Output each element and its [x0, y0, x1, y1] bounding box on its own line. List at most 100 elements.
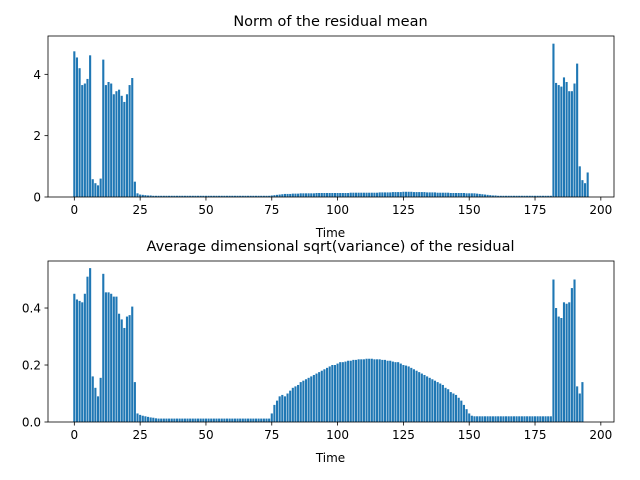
chart-residual-sqrt-variance: Average dimensional sqrt(variance) of th…: [22, 239, 615, 465]
x-tick-label: 150: [458, 203, 481, 217]
bar: [341, 362, 344, 422]
bar: [241, 418, 244, 422]
bar: [473, 416, 476, 422]
bar: [315, 373, 318, 422]
bar: [418, 192, 421, 197]
bar: [312, 374, 315, 422]
bar-series: [73, 43, 589, 197]
bar: [302, 193, 305, 197]
bar: [323, 369, 326, 422]
bar: [404, 191, 408, 197]
bar: [136, 193, 139, 197]
bar: [257, 195, 260, 197]
x-tick-label: 0: [71, 203, 79, 217]
bar: [160, 195, 163, 197]
bar: [452, 393, 455, 422]
bar: [268, 195, 271, 197]
bar: [328, 366, 331, 422]
bar: [515, 195, 518, 197]
bar: [452, 193, 455, 197]
bar: [112, 296, 115, 422]
bar: [173, 195, 176, 197]
bar: [362, 359, 365, 422]
bar: [310, 376, 313, 422]
bar: [283, 193, 286, 197]
bar: [154, 418, 157, 422]
bar: [281, 194, 284, 197]
bar: [431, 192, 434, 197]
bar: [497, 195, 500, 197]
bar: [570, 91, 573, 197]
bar: [228, 418, 231, 422]
bar: [357, 359, 360, 422]
bar: [457, 193, 460, 197]
bar: [352, 359, 355, 422]
bar: [536, 416, 539, 422]
bar: [489, 195, 492, 197]
bar: [157, 195, 160, 197]
bar: [578, 393, 581, 422]
bar: [265, 418, 268, 422]
x-tick-label: 125: [392, 203, 415, 217]
bar: [518, 416, 521, 422]
bar: [510, 416, 513, 422]
bar: [233, 195, 236, 197]
x-tick-label: 200: [589, 428, 612, 442]
bar: [436, 382, 439, 422]
bar: [536, 195, 539, 197]
bar: [341, 193, 344, 197]
bar: [139, 414, 142, 422]
bar: [228, 195, 231, 197]
bar: [281, 394, 284, 422]
bar: [533, 195, 537, 197]
bar: [383, 192, 387, 197]
bar: [189, 195, 192, 197]
bar: [533, 416, 537, 422]
bar: [465, 193, 468, 197]
bar: [357, 192, 360, 197]
bar: [386, 192, 389, 197]
bar: [133, 382, 136, 422]
bar: [507, 416, 510, 422]
bar: [439, 192, 442, 197]
bar: [576, 63, 579, 197]
bar: [86, 78, 89, 197]
bar: [81, 302, 84, 422]
bar: [336, 363, 339, 422]
bar: [568, 91, 571, 197]
bar: [202, 418, 205, 422]
bar: [547, 195, 550, 197]
bar: [478, 193, 481, 197]
bar: [254, 195, 258, 197]
bar: [373, 192, 376, 197]
bar: [581, 180, 584, 197]
bar: [333, 193, 337, 197]
bar: [212, 418, 215, 422]
bar: [426, 376, 429, 422]
y-tick-label: 0.2: [22, 359, 41, 373]
bar: [144, 416, 147, 422]
bar: [526, 416, 529, 422]
bar: [323, 193, 326, 197]
bar: [96, 185, 100, 197]
bar: [302, 380, 305, 422]
bar: [204, 418, 208, 422]
bar: [478, 416, 481, 422]
bar: [225, 195, 229, 197]
bar: [110, 293, 113, 422]
bar: [218, 418, 221, 422]
bar: [291, 387, 294, 422]
bar: [576, 386, 579, 422]
bar: [433, 380, 437, 422]
bar: [523, 195, 526, 197]
bar: [262, 195, 265, 197]
bar: [315, 193, 318, 197]
bar: [165, 418, 168, 422]
x-tick-label: 200: [589, 203, 612, 217]
bar: [291, 193, 294, 197]
bar: [239, 418, 242, 422]
bar: [391, 192, 394, 197]
bar: [289, 193, 292, 197]
bar: [378, 192, 381, 197]
bar: [260, 418, 263, 422]
